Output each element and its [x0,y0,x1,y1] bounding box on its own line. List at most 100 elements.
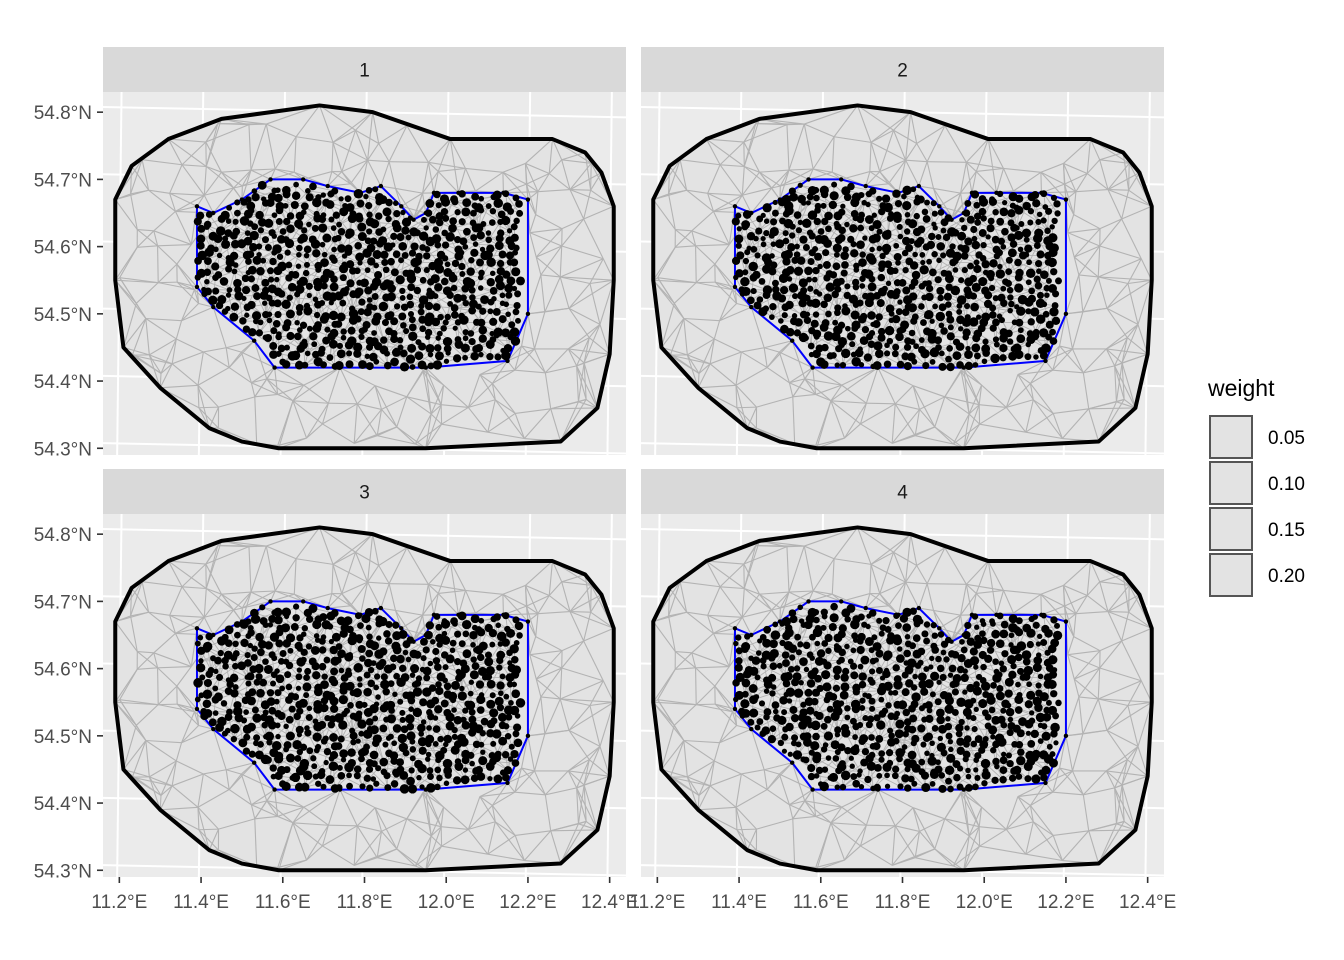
mesh-edge [388,125,408,162]
weight-point [401,226,410,235]
weight-point [904,211,911,218]
weight-point [512,308,520,316]
weight-point [1053,200,1061,208]
weight-point [832,319,839,326]
weight-point [390,242,396,248]
mesh-edge [1025,431,1063,440]
mesh-edge [833,105,858,138]
mesh-edge [293,136,297,173]
weight-point [431,234,442,244]
weight-point [229,312,239,322]
weight-point [331,246,337,253]
weight-point [396,233,405,242]
weight-point [363,193,369,200]
weight-point [441,229,449,237]
mesh-edge [395,187,423,194]
weight-point [489,270,496,277]
mesh-edge [971,171,977,193]
weight-point [858,362,865,368]
mesh-edge [816,400,832,449]
weight-point [246,201,256,211]
weight-point [1014,304,1020,310]
weight-point [911,313,919,321]
weight-point [253,292,261,301]
weight-point [943,292,952,301]
weight-point [883,360,892,368]
mesh-edge [687,338,715,356]
weight-point [1006,286,1014,294]
mesh-edge [548,173,571,191]
mesh-edge [568,348,610,355]
weight-point [347,336,357,346]
weight-point [309,332,318,341]
weight-point [239,216,250,226]
weight-point [769,226,779,237]
weight-point [241,274,250,283]
mesh-edge [355,111,374,131]
mesh-edge [719,164,743,196]
weight-point [494,353,502,361]
mesh-edge [1005,374,1019,408]
weight-point [275,218,283,225]
weight-point [850,310,860,320]
weight-point [1045,207,1053,215]
weight-point [857,224,865,232]
weight-point [829,191,839,201]
weight-point [345,360,354,369]
weight-point [274,310,282,319]
mesh-edge [951,192,973,221]
mesh-edge [406,396,432,415]
weight-point [424,312,435,322]
mesh-edge [1073,214,1101,230]
weight-point [214,271,223,279]
mesh-edge [709,363,737,386]
weight-point [239,317,247,325]
weight-point [367,257,376,266]
mesh-edge [1075,173,1088,192]
mesh-edge [742,187,772,196]
weight-point [478,269,485,277]
weight-point [249,243,258,252]
mesh-edge [440,385,445,405]
boundary-point [358,190,363,196]
weight-point [452,354,462,363]
mesh-edge [856,268,882,271]
weight-point [736,226,742,232]
mesh-edge [465,168,476,192]
mesh-edge [171,363,199,386]
mesh-edge [588,324,601,339]
mesh-edge [1061,408,1090,439]
weight-point [462,335,469,342]
mesh-edge [757,231,760,256]
weight-point [892,267,899,275]
mesh-edge [525,183,537,215]
mesh-edge [695,245,697,283]
weight-point [769,303,777,311]
weight-point [405,269,416,279]
weight-point [293,181,299,188]
boundary-point [211,210,216,216]
mesh-edge [926,161,935,189]
weight-point [748,261,758,272]
weight-point [1012,343,1022,353]
weight-point [504,283,514,293]
mesh-edge [912,385,936,428]
weight-point [222,235,229,242]
weight-point [515,200,523,208]
weight-point [204,257,212,265]
weight-point [450,304,459,312]
weight-point [313,311,321,319]
mesh-edge [1043,193,1058,214]
mesh-edge [430,384,445,415]
mesh-edge [743,166,772,189]
mesh-edge [502,172,504,193]
mesh-edge [773,214,798,223]
weight-point [842,246,849,253]
weight-point [938,322,945,329]
weight-point [251,284,260,292]
weight-point [477,274,484,281]
weight-point [486,244,495,253]
weight-point [832,262,841,271]
weight-point [924,199,930,206]
weight-point [993,341,1000,348]
